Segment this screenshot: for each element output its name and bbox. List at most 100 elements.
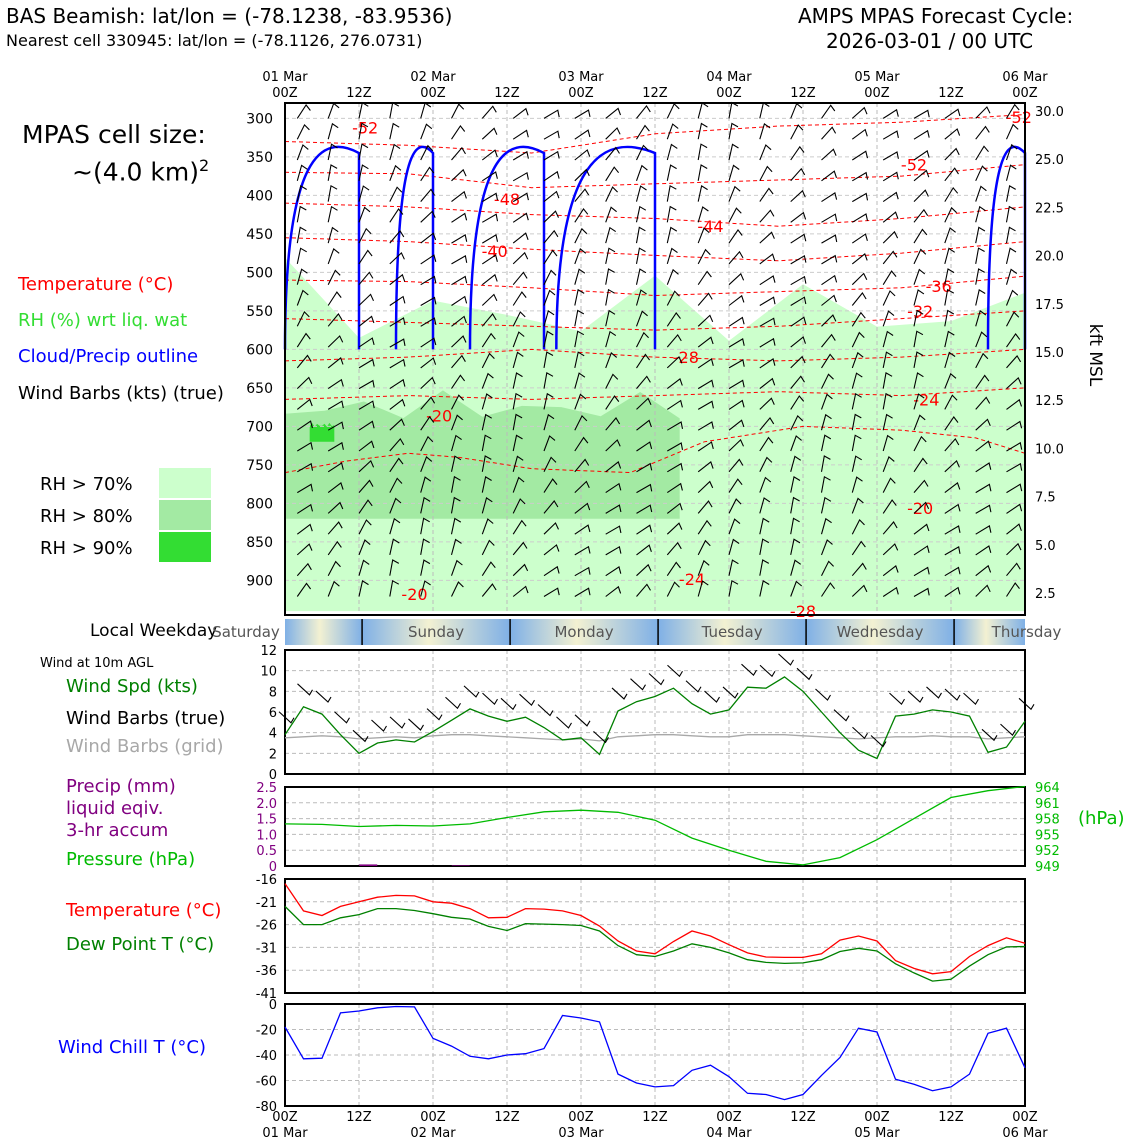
wind-barb [327, 378, 344, 390]
wind-barb [512, 413, 523, 431]
xs-top-time-tick: 12Z [642, 86, 668, 101]
wind-barb [728, 419, 745, 431]
wind-barb [759, 209, 775, 223]
wind-barb [975, 564, 992, 577]
dewpoint-line [284, 905, 1026, 982]
wind-barb [481, 171, 498, 182]
wind-barb [944, 416, 959, 431]
xs-top-date-label: 05 Mar [854, 70, 900, 85]
wind-barb [820, 475, 831, 493]
panel-y-tick: -80 [256, 1100, 277, 1115]
surface-wind-barb [722, 686, 739, 699]
wind-barb [481, 273, 498, 286]
wind-barb [1005, 268, 1018, 285]
wind-barb [420, 232, 437, 244]
wind-barb [327, 291, 342, 306]
wind-barb [975, 331, 988, 348]
panel-y-tick: -40 [256, 1049, 277, 1064]
wind-barb [482, 234, 499, 244]
wind-barb [790, 559, 802, 576]
wind-barb [820, 539, 833, 556]
weekday-name: Sunday [408, 623, 464, 641]
xs-height-tick: 7.5 [1035, 491, 1056, 506]
wind-barb [512, 519, 527, 535]
temperature-contour [284, 275, 1026, 297]
wind-barb [512, 291, 527, 306]
wind-barb [821, 353, 835, 369]
wind-barb [882, 499, 897, 514]
xs-pressure-tick: 850 [246, 535, 273, 551]
xs-top-time-tick: 00Z [420, 86, 446, 101]
wind-barb [975, 145, 989, 161]
wind-barb [605, 373, 619, 389]
wind-barb [327, 205, 338, 223]
surface-wind-barb [630, 678, 646, 691]
wind-barb [975, 268, 985, 285]
panel-y-tick: 1.5 [256, 813, 277, 828]
wind-barb [975, 545, 992, 556]
wind-barb [420, 376, 436, 390]
panel-y-tick: 6 [269, 706, 277, 721]
wind-barb [944, 128, 961, 140]
wind-barb [296, 226, 307, 244]
wind-barb [666, 355, 683, 369]
temperature-label: -40 [482, 242, 508, 261]
surface-wind-barb [833, 709, 850, 722]
wind-barb [666, 522, 683, 535]
wind-barb [820, 434, 832, 452]
wind-barb [450, 496, 461, 514]
wind-barb [759, 476, 772, 493]
wind-barb [728, 458, 744, 473]
wind-barb [728, 185, 741, 202]
wind-barb [821, 274, 838, 286]
wind-barb [543, 109, 560, 119]
wind-barb [821, 148, 837, 161]
wind-barb [944, 309, 955, 327]
precip-bar [359, 864, 378, 866]
wind-barb [389, 143, 401, 161]
wind-barb [574, 129, 591, 140]
wind-barb [327, 335, 344, 348]
wind-barb [296, 289, 309, 306]
temperature-line [284, 883, 1026, 975]
wind-barb [327, 313, 343, 327]
wind-speed-line [284, 676, 1026, 760]
wind-barb [790, 476, 801, 493]
wind-barb [790, 124, 804, 140]
wind-barb [358, 519, 372, 535]
wind-barb [358, 315, 375, 327]
panel-frame [284, 1003, 1026, 1107]
wind-barb [697, 400, 714, 410]
wind-barb [389, 437, 405, 452]
wind-barb [389, 229, 405, 244]
xs-pressure-tick: 400 [246, 188, 273, 204]
wind-barb [450, 455, 462, 472]
wind-barb [327, 580, 340, 597]
wind-barb [666, 541, 682, 556]
wind-barb [913, 208, 929, 223]
wind-barb [975, 289, 986, 306]
panel-y-tick: 10 [260, 665, 277, 680]
wind-barb [481, 254, 498, 265]
surface-wind-barb [389, 716, 406, 729]
wind-barb [512, 351, 524, 369]
wind-barb [420, 144, 434, 161]
wind-barb [728, 518, 741, 535]
wind-barb [358, 185, 370, 202]
wind-barb [512, 192, 529, 203]
wind-barb [851, 351, 864, 369]
wind-barb [605, 226, 617, 244]
label-precip-1: Precip (mm) [66, 776, 176, 797]
xs-height-tick: 12.5 [1035, 394, 1064, 409]
wind-barb [697, 441, 714, 452]
wind-barb [574, 227, 588, 244]
wind-barb [821, 104, 836, 119]
wind-barb [759, 517, 770, 535]
label-precip-2: liquid eqiv. [66, 798, 164, 819]
wind-barb [944, 394, 958, 410]
surface-wind-barb [463, 685, 480, 698]
wind-barb [543, 587, 560, 597]
wind-barb [851, 292, 867, 306]
wind-barb [728, 250, 744, 265]
wind-barb [389, 338, 406, 348]
